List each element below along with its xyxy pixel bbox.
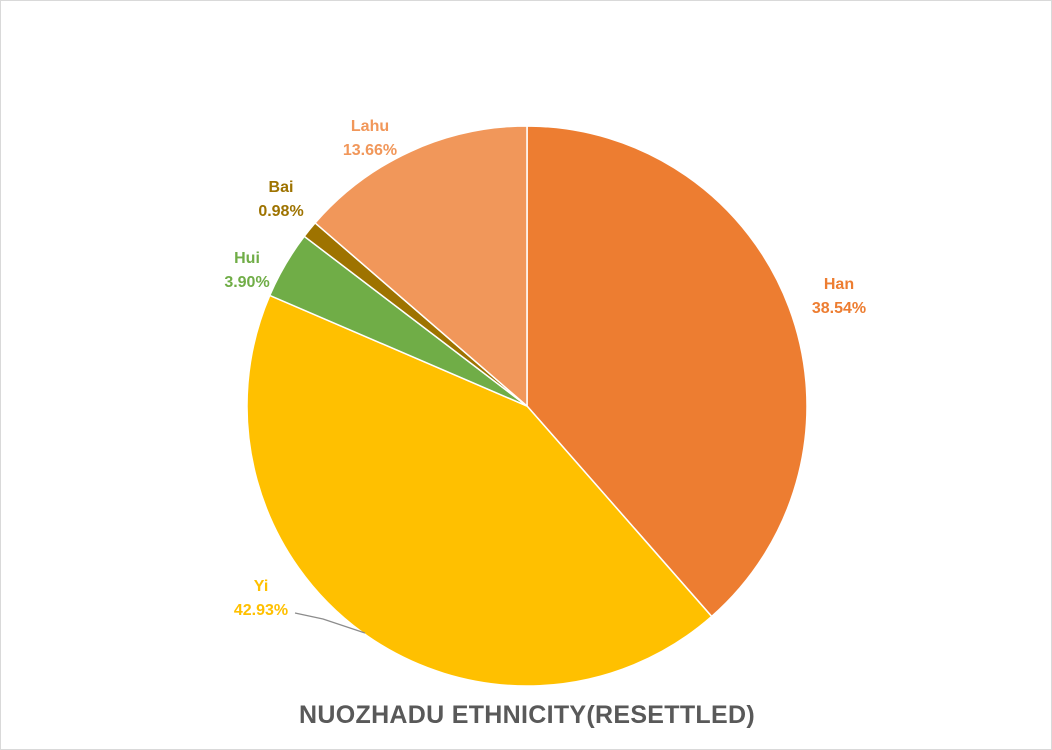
slice-label-lahu: Lahu — [351, 118, 389, 135]
slice-label-yi: Yi — [254, 578, 269, 595]
slice-label-bai: Bai — [269, 179, 294, 196]
slice-label-han: Han — [824, 276, 854, 293]
pie-slice-lahu — [314, 125, 528, 408]
chart-title: NUOZHADU ETHNICITY(RESETTLED) — [299, 701, 755, 729]
slice-value-yi: 42.93% — [234, 602, 288, 619]
slice-value-han: 38.54% — [812, 300, 866, 317]
slice-value-bai: 0.98% — [258, 203, 303, 220]
slice-value-lahu: 13.66% — [343, 142, 397, 159]
pie-slice-han — [526, 125, 808, 618]
slice-value-hui: 3.90% — [224, 274, 269, 291]
leader-line-yi — [294, 612, 366, 634]
slice-label-hui: Hui — [234, 250, 260, 267]
pie-chart: Han 38.54% Yi 42.93% Hui 3.90% Bai 0.98% Lahu 13.… — [224, 118, 866, 687]
